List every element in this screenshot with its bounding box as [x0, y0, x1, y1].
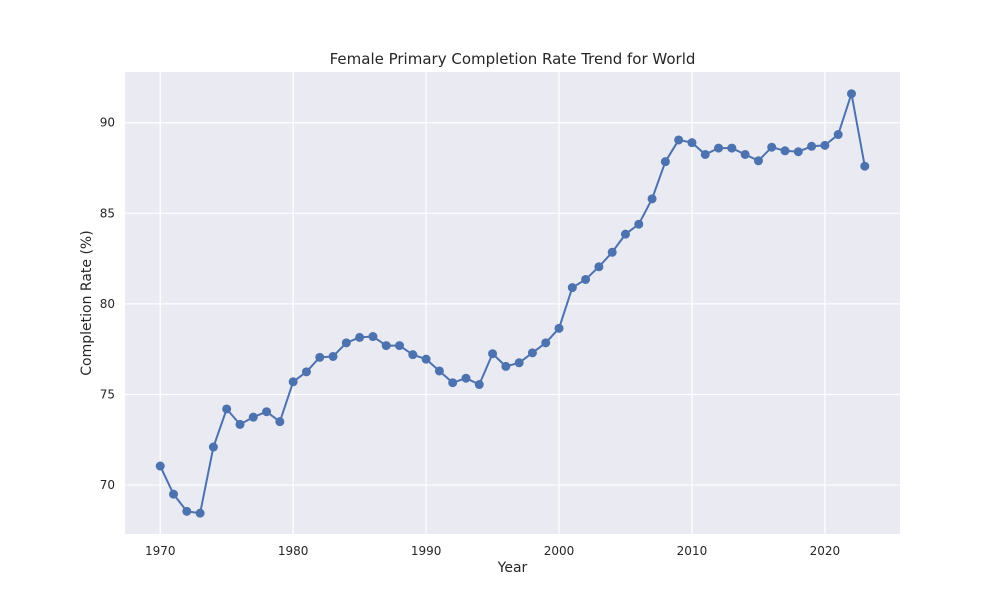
- data-point: [381, 341, 391, 351]
- data-point: [434, 366, 444, 376]
- data-point: [222, 404, 232, 414]
- data-point: [248, 412, 258, 422]
- data-point: [461, 373, 471, 383]
- data-point: [328, 351, 338, 361]
- data-point: [235, 419, 245, 429]
- data-point: [275, 417, 285, 427]
- y-tick-label: 80: [100, 297, 115, 311]
- y-tick-labels: 70 75 80 85 90: [100, 116, 115, 492]
- data-point: [514, 358, 524, 368]
- data-point: [288, 377, 298, 387]
- data-point: [527, 348, 537, 358]
- data-point: [262, 407, 272, 417]
- chart-title: Female Primary Completion Rate Trend for…: [330, 50, 696, 68]
- data-point: [567, 283, 577, 293]
- data-point: [767, 142, 777, 152]
- data-point: [195, 508, 205, 518]
- data-point: [846, 89, 856, 99]
- data-point: [301, 367, 311, 377]
- data-point: [727, 143, 737, 153]
- data-point: [647, 194, 657, 204]
- data-point: [474, 380, 484, 390]
- data-point: [634, 219, 644, 229]
- data-point: [395, 341, 405, 351]
- data-point: [660, 157, 670, 167]
- x-tick-label: 1990: [411, 544, 442, 558]
- data-point: [793, 147, 803, 157]
- data-point: [581, 274, 591, 284]
- data-point: [155, 461, 165, 471]
- data-point: [421, 354, 431, 364]
- y-tick-label: 85: [100, 206, 115, 220]
- data-point: [408, 350, 418, 360]
- data-point: [820, 140, 830, 150]
- data-point: [169, 489, 179, 499]
- data-point: [368, 332, 378, 342]
- plot-background: [125, 72, 900, 534]
- data-point: [594, 262, 604, 272]
- data-point: [448, 378, 458, 388]
- data-point: [315, 352, 325, 362]
- data-point: [620, 229, 630, 239]
- x-axis-label: Year: [497, 560, 528, 576]
- series-markers-layer: [155, 89, 870, 518]
- data-point: [501, 361, 511, 371]
- data-point: [780, 146, 790, 156]
- data-point: [341, 338, 351, 348]
- data-point: [753, 156, 763, 166]
- data-point: [807, 141, 817, 151]
- x-tick-label: 1970: [145, 544, 176, 558]
- y-tick-label: 70: [100, 478, 115, 492]
- data-point: [182, 506, 192, 516]
- data-point: [687, 138, 697, 148]
- x-tick-labels: 1970 1980 1990 2000 2010 2020: [145, 544, 840, 558]
- data-point: [208, 442, 218, 452]
- x-tick-label: 1980: [278, 544, 309, 558]
- data-point: [554, 323, 564, 333]
- data-point: [833, 130, 843, 140]
- x-tick-label: 2020: [810, 544, 841, 558]
- data-point: [541, 338, 551, 348]
- y-axis-label: Completion Rate (%): [79, 230, 95, 375]
- data-point: [700, 149, 710, 159]
- data-point: [860, 161, 870, 171]
- x-tick-label: 2010: [677, 544, 708, 558]
- data-point: [714, 143, 724, 153]
- y-tick-label: 75: [100, 387, 115, 401]
- data-point: [740, 149, 750, 159]
- data-point: [355, 332, 365, 342]
- data-point: [607, 247, 617, 257]
- data-point: [674, 135, 684, 145]
- y-tick-label: 90: [100, 116, 115, 130]
- x-tick-label: 2000: [544, 544, 575, 558]
- data-point: [488, 349, 498, 359]
